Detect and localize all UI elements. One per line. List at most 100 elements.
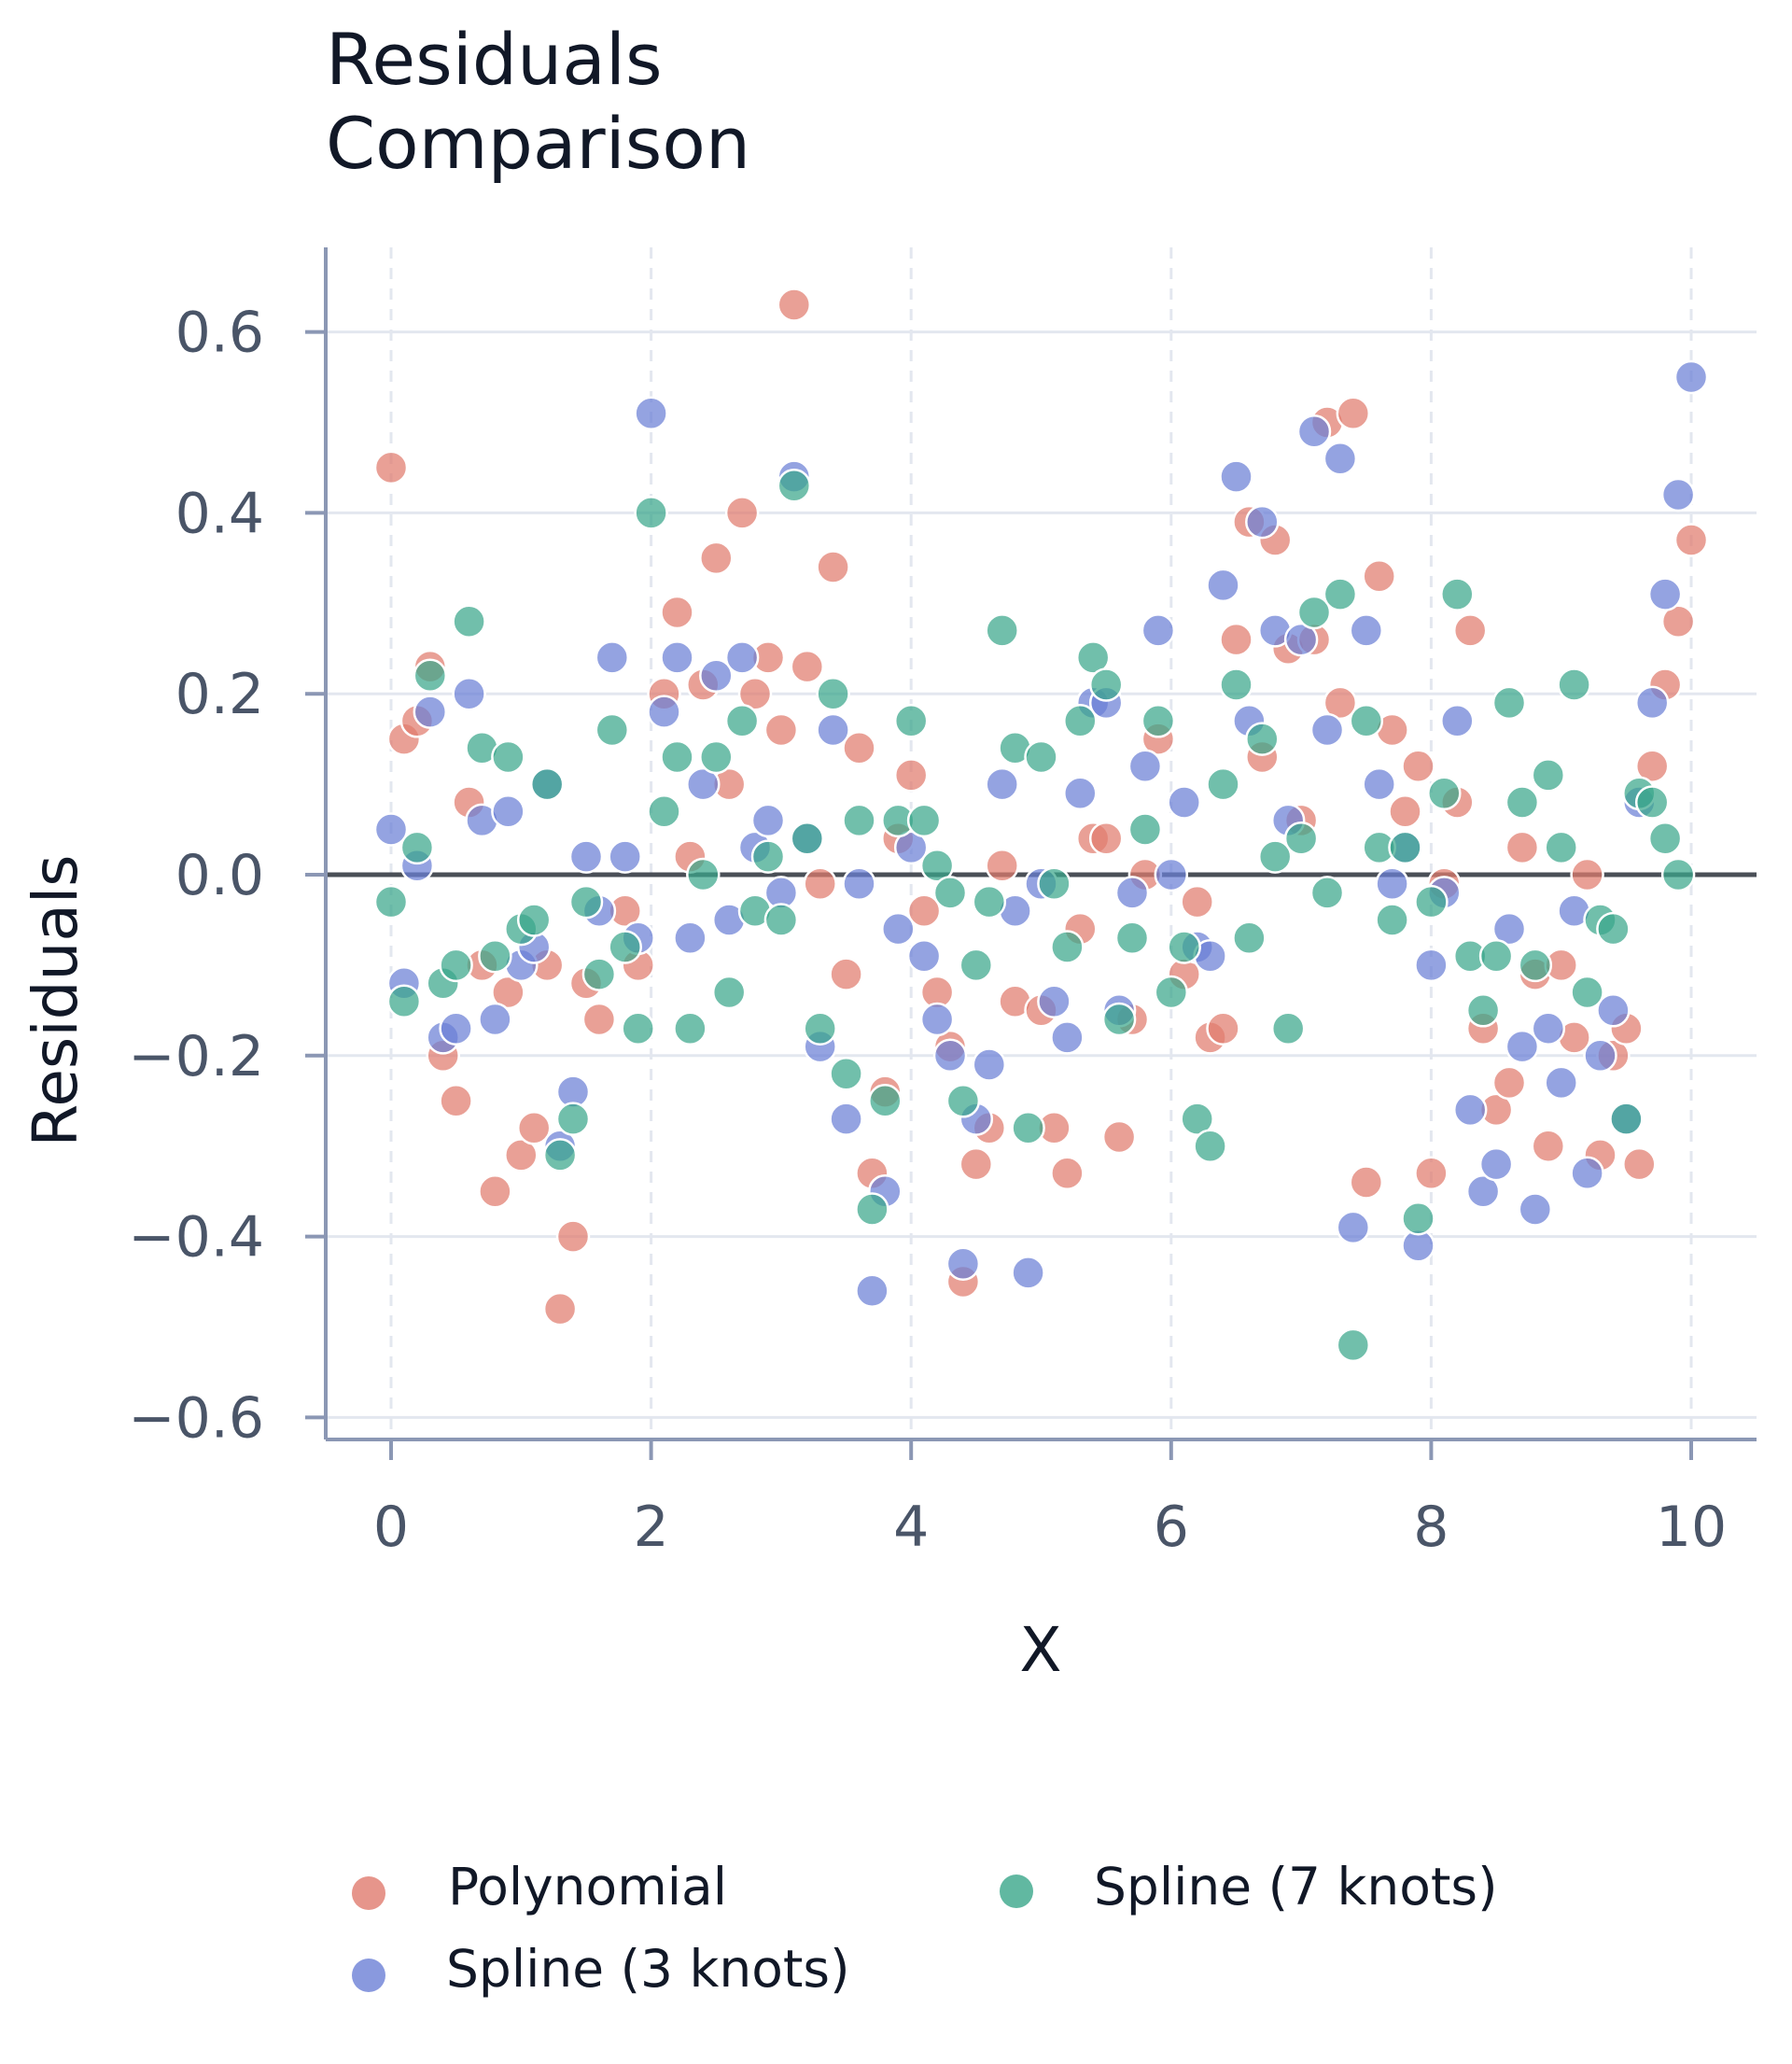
data-point xyxy=(1673,359,1709,395)
data-point xyxy=(1127,749,1163,783)
data-point xyxy=(1101,1119,1137,1155)
data-point xyxy=(478,1173,512,1209)
data-point xyxy=(1296,414,1332,449)
data-point xyxy=(1531,1129,1566,1163)
data-point xyxy=(842,866,876,901)
data-point xyxy=(1349,613,1384,648)
data-point xyxy=(932,1038,968,1074)
data-point xyxy=(1167,930,1201,964)
data-point xyxy=(1114,876,1150,910)
data-point xyxy=(699,658,734,694)
data-point xyxy=(529,766,565,802)
x-axis: 0 2 4 6 8 10 xyxy=(326,1438,1757,1560)
data-point xyxy=(1505,785,1540,820)
data-point xyxy=(555,1102,591,1136)
data-point xyxy=(959,1146,994,1182)
x-tick-label: 8 xyxy=(1413,1495,1449,1560)
data-point xyxy=(972,884,1007,920)
data-point xyxy=(816,676,850,711)
x-tick-label: 10 xyxy=(1656,1495,1727,1560)
data-point xyxy=(413,695,448,729)
legend-marker-polynomial xyxy=(352,1876,385,1910)
data-point xyxy=(1622,1146,1657,1182)
data-point xyxy=(1219,622,1253,657)
data-point xyxy=(855,1273,889,1308)
data-point xyxy=(1660,477,1696,512)
y-tick-label: −0.2 xyxy=(128,1024,264,1089)
data-point xyxy=(1478,938,1514,974)
data-point xyxy=(1660,857,1696,892)
data-point xyxy=(581,957,617,991)
x-axis-title: X xyxy=(1019,1614,1061,1686)
data-point xyxy=(1349,1165,1384,1200)
data-point xyxy=(1206,568,1240,603)
legend-label-polynomial: Polynomial xyxy=(448,1857,727,1917)
data-point xyxy=(1609,1102,1644,1136)
legend-marker-spline-3-knots xyxy=(352,1959,385,1992)
x-tick-label: 2 xyxy=(634,1495,669,1560)
data-point xyxy=(386,984,422,1018)
data-point xyxy=(750,803,786,838)
data-point xyxy=(491,975,525,1010)
data-point xyxy=(452,676,486,711)
legend-item-polynomial: Polynomial xyxy=(352,1857,727,1917)
data-point xyxy=(634,496,668,530)
data-point xyxy=(868,1084,903,1118)
y-axis: −0.6 −0.4 −0.2 0.0 0.2 0.4 0.6 xyxy=(128,247,328,1451)
data-point xyxy=(1309,876,1345,910)
data-point xyxy=(1647,821,1683,856)
data-point xyxy=(855,1192,889,1227)
data-point xyxy=(660,739,694,775)
data-point xyxy=(1296,595,1332,630)
data-point xyxy=(1037,984,1071,1018)
data-point xyxy=(555,1219,591,1254)
data-point xyxy=(1219,459,1253,494)
data-point xyxy=(1141,704,1176,738)
data-point xyxy=(1101,1002,1137,1037)
data-point xyxy=(608,839,642,874)
data-point xyxy=(906,893,942,929)
data-point xyxy=(1634,785,1670,820)
data-point xyxy=(816,712,850,748)
data-point xyxy=(1283,821,1319,856)
data-point xyxy=(1167,785,1201,820)
data-point xyxy=(711,975,747,1010)
chart-title-line-2: Comparison xyxy=(326,102,750,185)
y-axis-title: Residuals xyxy=(20,854,91,1146)
data-point xyxy=(413,658,448,694)
data-point xyxy=(647,793,681,829)
data-point xyxy=(1505,830,1540,865)
data-point xyxy=(1401,1200,1435,1236)
data-point xyxy=(1491,911,1527,947)
data-point xyxy=(1336,1327,1371,1363)
data-point xyxy=(724,640,760,675)
data-point xyxy=(1206,1011,1240,1046)
data-point xyxy=(1427,776,1462,811)
data-point xyxy=(1193,1129,1227,1163)
data-point xyxy=(1245,504,1280,540)
data-point xyxy=(1050,1156,1085,1191)
data-point xyxy=(1362,766,1396,802)
data-point xyxy=(1401,749,1435,783)
data-point xyxy=(737,676,773,711)
data-point xyxy=(1283,622,1319,657)
data-point xyxy=(763,712,799,748)
data-point xyxy=(1114,920,1150,956)
data-point xyxy=(893,830,929,865)
x-tick-label: 0 xyxy=(373,1495,409,1560)
legend-label-spline-7-knots: Spline (7 knots) xyxy=(1094,1857,1498,1917)
data-point xyxy=(1491,685,1527,721)
data-point xyxy=(1141,613,1176,648)
data-point xyxy=(893,704,929,738)
data-point xyxy=(1414,948,1449,983)
data-point xyxy=(1336,1210,1371,1245)
data-point xyxy=(985,849,1019,883)
data-point xyxy=(1245,722,1280,756)
data-point xyxy=(1647,577,1683,611)
data-point xyxy=(1414,1156,1449,1191)
data-point xyxy=(763,903,799,937)
data-point xyxy=(1349,704,1384,738)
grid xyxy=(326,247,1757,1439)
data-point xyxy=(1375,866,1409,901)
data-point xyxy=(504,1138,539,1172)
